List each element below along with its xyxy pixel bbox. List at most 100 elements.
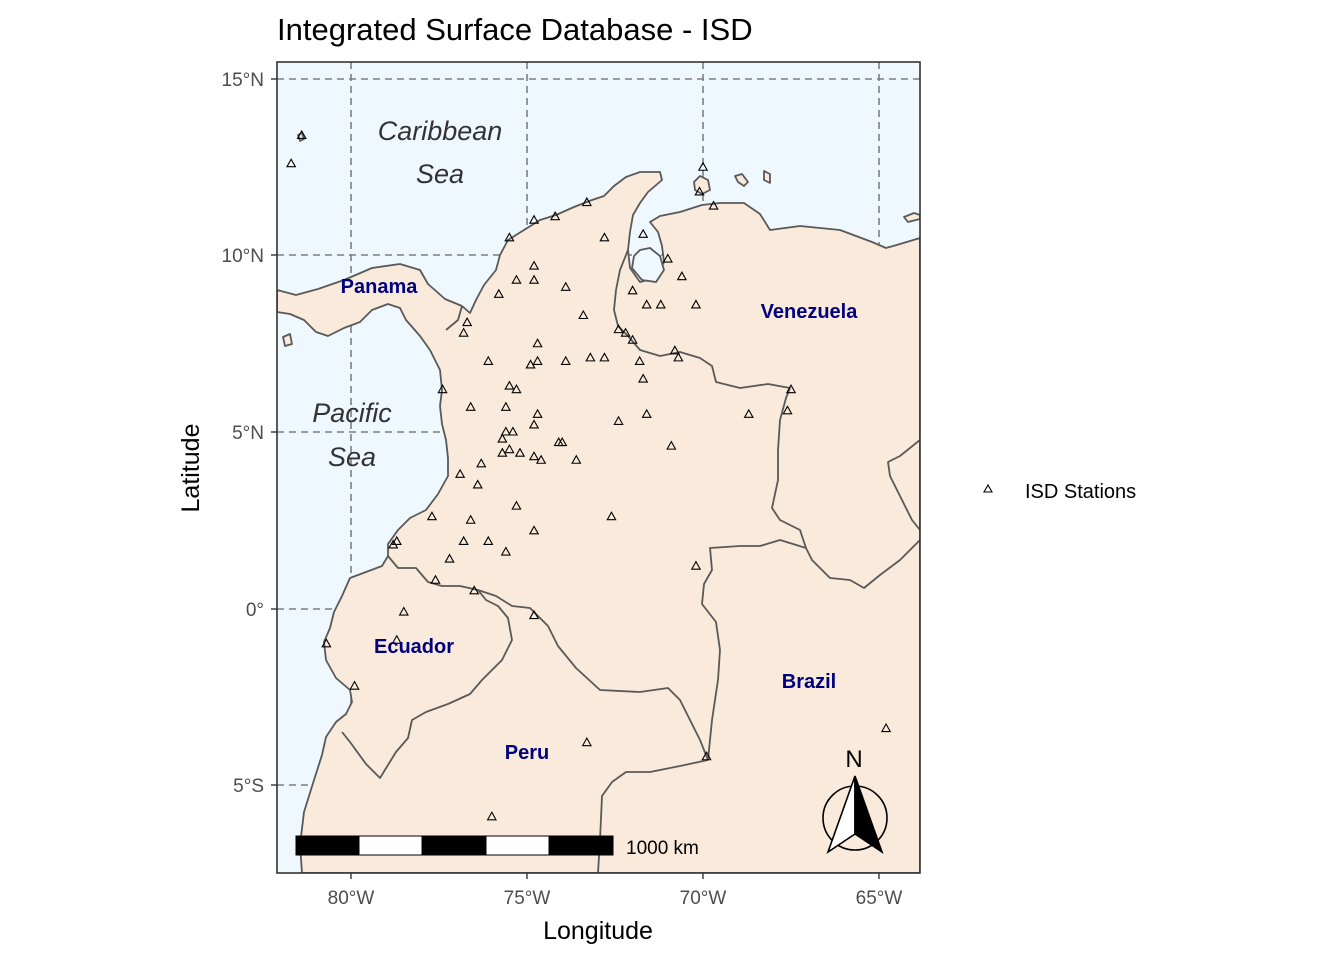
station-marker <box>296 129 307 140</box>
scale-bar-segment <box>421 835 487 856</box>
station-marker <box>514 447 526 457</box>
station-marker <box>286 158 297 168</box>
x-tick-label: 70°W <box>680 888 727 909</box>
station-marker <box>349 680 360 690</box>
station-marker <box>785 384 797 394</box>
station-marker <box>666 440 677 450</box>
station-marker <box>690 560 702 570</box>
country-label-peru: Peru <box>505 742 549 764</box>
station-marker <box>627 334 638 344</box>
station-marker <box>504 444 515 454</box>
station-marker <box>437 384 448 394</box>
station-marker <box>662 253 673 263</box>
map-panel: Caribbean Sea Pacific Sea Panama Venezue… <box>277 62 920 873</box>
north-arrow-label: N <box>845 746 862 773</box>
station-marker <box>500 546 512 556</box>
scale-bar-segment <box>358 835 423 856</box>
station-marker <box>599 352 610 362</box>
station-marker <box>638 228 649 238</box>
station-marker <box>476 458 487 468</box>
country-label-brazil: Brazil <box>782 671 836 693</box>
station-marker <box>581 737 592 747</box>
station-marker <box>701 751 712 761</box>
station-marker <box>532 355 543 365</box>
island-providencia <box>282 333 293 347</box>
scale-bar-segment <box>295 835 360 856</box>
station-marker <box>690 299 702 309</box>
station-marker <box>511 500 522 510</box>
sea-label-caribbean-line2: Sea <box>416 159 464 189</box>
station-marker <box>585 352 596 362</box>
scale-bar-segment <box>548 835 614 856</box>
station-marker <box>430 574 441 584</box>
y-tick-label: 5°S <box>233 776 264 797</box>
station-marker <box>638 373 649 383</box>
station-marker <box>641 299 652 309</box>
station-marker <box>465 514 476 524</box>
border-venezuela-guyana <box>887 439 920 531</box>
station-marker <box>528 525 540 535</box>
station-marker <box>676 271 688 281</box>
station-marker <box>528 260 540 270</box>
station-marker <box>321 638 332 648</box>
isd-stations-layer <box>286 129 892 821</box>
scale-bar-label: 1000 km <box>626 838 699 859</box>
x-axis: 80°W 75°W 70°W 65°W <box>328 873 903 909</box>
station-marker <box>620 327 631 337</box>
country-label-panama: Panama <box>341 276 419 298</box>
station-marker <box>500 426 512 436</box>
legend: ISD Stations <box>983 481 1136 503</box>
station-marker <box>532 408 543 418</box>
station-marker <box>458 535 469 545</box>
station-marker <box>483 355 494 365</box>
station-marker <box>458 327 469 337</box>
station-marker <box>465 401 476 411</box>
border-colombia-peru <box>477 589 709 761</box>
station-marker <box>560 355 571 365</box>
country-label-venezuela: Venezuela <box>761 301 859 323</box>
station-marker <box>493 288 504 298</box>
station-marker <box>560 281 571 291</box>
station-marker <box>535 454 547 464</box>
north-arrow: N <box>822 746 888 855</box>
y-tick-label: 10°N <box>222 246 264 267</box>
station-marker <box>528 214 540 224</box>
station-marker <box>532 338 543 348</box>
station-marker <box>708 200 719 210</box>
station-marker <box>528 274 540 284</box>
station-marker <box>655 299 666 309</box>
station-marker <box>673 352 684 362</box>
island-margarita <box>903 212 920 223</box>
sea-label-caribbean-line1: Caribbean <box>378 116 503 146</box>
island-curacao <box>734 173 749 187</box>
sea-label-pacific-line1: Pacific <box>312 398 392 428</box>
station-marker <box>511 274 522 284</box>
x-tick-label: 65°W <box>856 888 903 909</box>
station-marker <box>782 405 793 415</box>
station-marker <box>669 345 680 355</box>
station-marker <box>528 609 540 620</box>
x-tick-label: 80°W <box>328 888 375 909</box>
legend-label: ISD Stations <box>1025 481 1136 503</box>
x-axis-title: Longitude <box>543 917 653 945</box>
station-marker <box>606 511 617 521</box>
lake-maracaibo <box>631 247 665 283</box>
border-panama-colombia <box>445 305 463 331</box>
station-marker <box>504 232 515 242</box>
station-marker <box>634 355 645 365</box>
y-tick-label: 15°N <box>222 70 264 91</box>
station-marker <box>483 535 494 545</box>
station-marker <box>444 553 455 563</box>
station-marker <box>694 186 705 196</box>
station-marker <box>525 359 536 369</box>
station-marker <box>550 211 561 221</box>
station-marker <box>500 401 512 411</box>
border-colombia-ecuador <box>387 555 479 591</box>
station-marker <box>391 535 402 545</box>
station-marker <box>528 419 540 429</box>
station-marker <box>557 436 568 447</box>
landmass <box>277 171 920 873</box>
station-marker <box>486 811 497 821</box>
station-marker <box>511 384 522 394</box>
y-tick-label: 5°N <box>232 423 264 444</box>
